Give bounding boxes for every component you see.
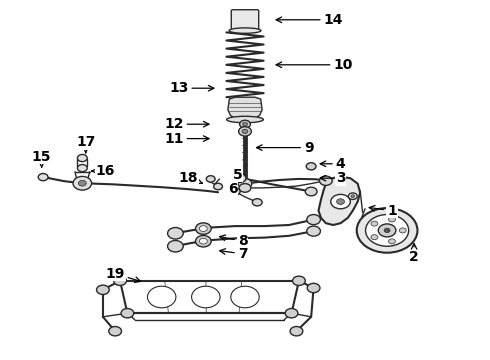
Circle shape	[306, 163, 316, 170]
Circle shape	[199, 238, 207, 244]
Text: 8: 8	[220, 234, 247, 248]
Circle shape	[240, 120, 250, 128]
Circle shape	[378, 224, 396, 237]
Text: 13: 13	[169, 81, 214, 95]
Circle shape	[199, 226, 207, 231]
Text: 14: 14	[276, 13, 343, 27]
Text: 15: 15	[32, 150, 51, 167]
Circle shape	[242, 129, 248, 134]
Circle shape	[399, 228, 406, 233]
Ellipse shape	[231, 286, 259, 308]
Text: 19: 19	[105, 267, 141, 282]
Circle shape	[234, 174, 246, 183]
Circle shape	[196, 223, 211, 234]
Circle shape	[290, 327, 303, 336]
Circle shape	[230, 188, 240, 195]
Text: 5: 5	[233, 168, 243, 181]
Text: 11: 11	[164, 132, 209, 145]
Text: 4: 4	[320, 157, 345, 171]
Circle shape	[366, 215, 409, 246]
Circle shape	[351, 195, 355, 198]
Circle shape	[121, 309, 134, 318]
Circle shape	[97, 285, 109, 294]
Ellipse shape	[147, 286, 176, 308]
Polygon shape	[228, 97, 262, 119]
Circle shape	[168, 240, 183, 252]
Circle shape	[337, 199, 344, 204]
Circle shape	[206, 176, 215, 182]
Text: 18: 18	[179, 171, 202, 185]
Circle shape	[307, 226, 320, 236]
Circle shape	[114, 276, 126, 285]
Circle shape	[348, 193, 357, 199]
Circle shape	[168, 228, 183, 239]
Circle shape	[305, 187, 317, 196]
Circle shape	[214, 183, 222, 190]
Circle shape	[319, 176, 332, 185]
Text: 3: 3	[320, 171, 345, 185]
Text: 1: 1	[369, 204, 397, 217]
Text: 9: 9	[257, 141, 314, 154]
Ellipse shape	[229, 28, 261, 33]
Polygon shape	[318, 176, 360, 225]
Circle shape	[239, 127, 251, 136]
Text: 10: 10	[276, 58, 353, 72]
Text: 7: 7	[220, 247, 247, 261]
Circle shape	[285, 309, 298, 318]
Text: 6: 6	[228, 182, 238, 196]
Circle shape	[307, 283, 320, 293]
Ellipse shape	[192, 286, 220, 308]
Circle shape	[196, 235, 211, 247]
Circle shape	[307, 215, 320, 225]
Circle shape	[77, 154, 87, 162]
Text: 17: 17	[76, 135, 96, 153]
Circle shape	[109, 327, 122, 336]
Circle shape	[293, 276, 305, 285]
Circle shape	[357, 208, 417, 253]
Circle shape	[371, 235, 378, 240]
Circle shape	[331, 194, 350, 209]
Circle shape	[371, 221, 378, 226]
Circle shape	[389, 217, 395, 222]
Circle shape	[384, 228, 390, 233]
Text: 2: 2	[409, 244, 419, 264]
Circle shape	[77, 165, 87, 172]
FancyBboxPatch shape	[231, 10, 259, 32]
Text: 16: 16	[92, 164, 115, 178]
Circle shape	[389, 239, 395, 244]
Circle shape	[78, 180, 86, 186]
Circle shape	[238, 179, 252, 189]
Circle shape	[243, 122, 247, 126]
Circle shape	[38, 174, 48, 181]
Circle shape	[252, 199, 262, 206]
Circle shape	[239, 184, 251, 192]
Circle shape	[73, 176, 92, 190]
Text: 12: 12	[164, 117, 209, 131]
Ellipse shape	[226, 116, 264, 123]
